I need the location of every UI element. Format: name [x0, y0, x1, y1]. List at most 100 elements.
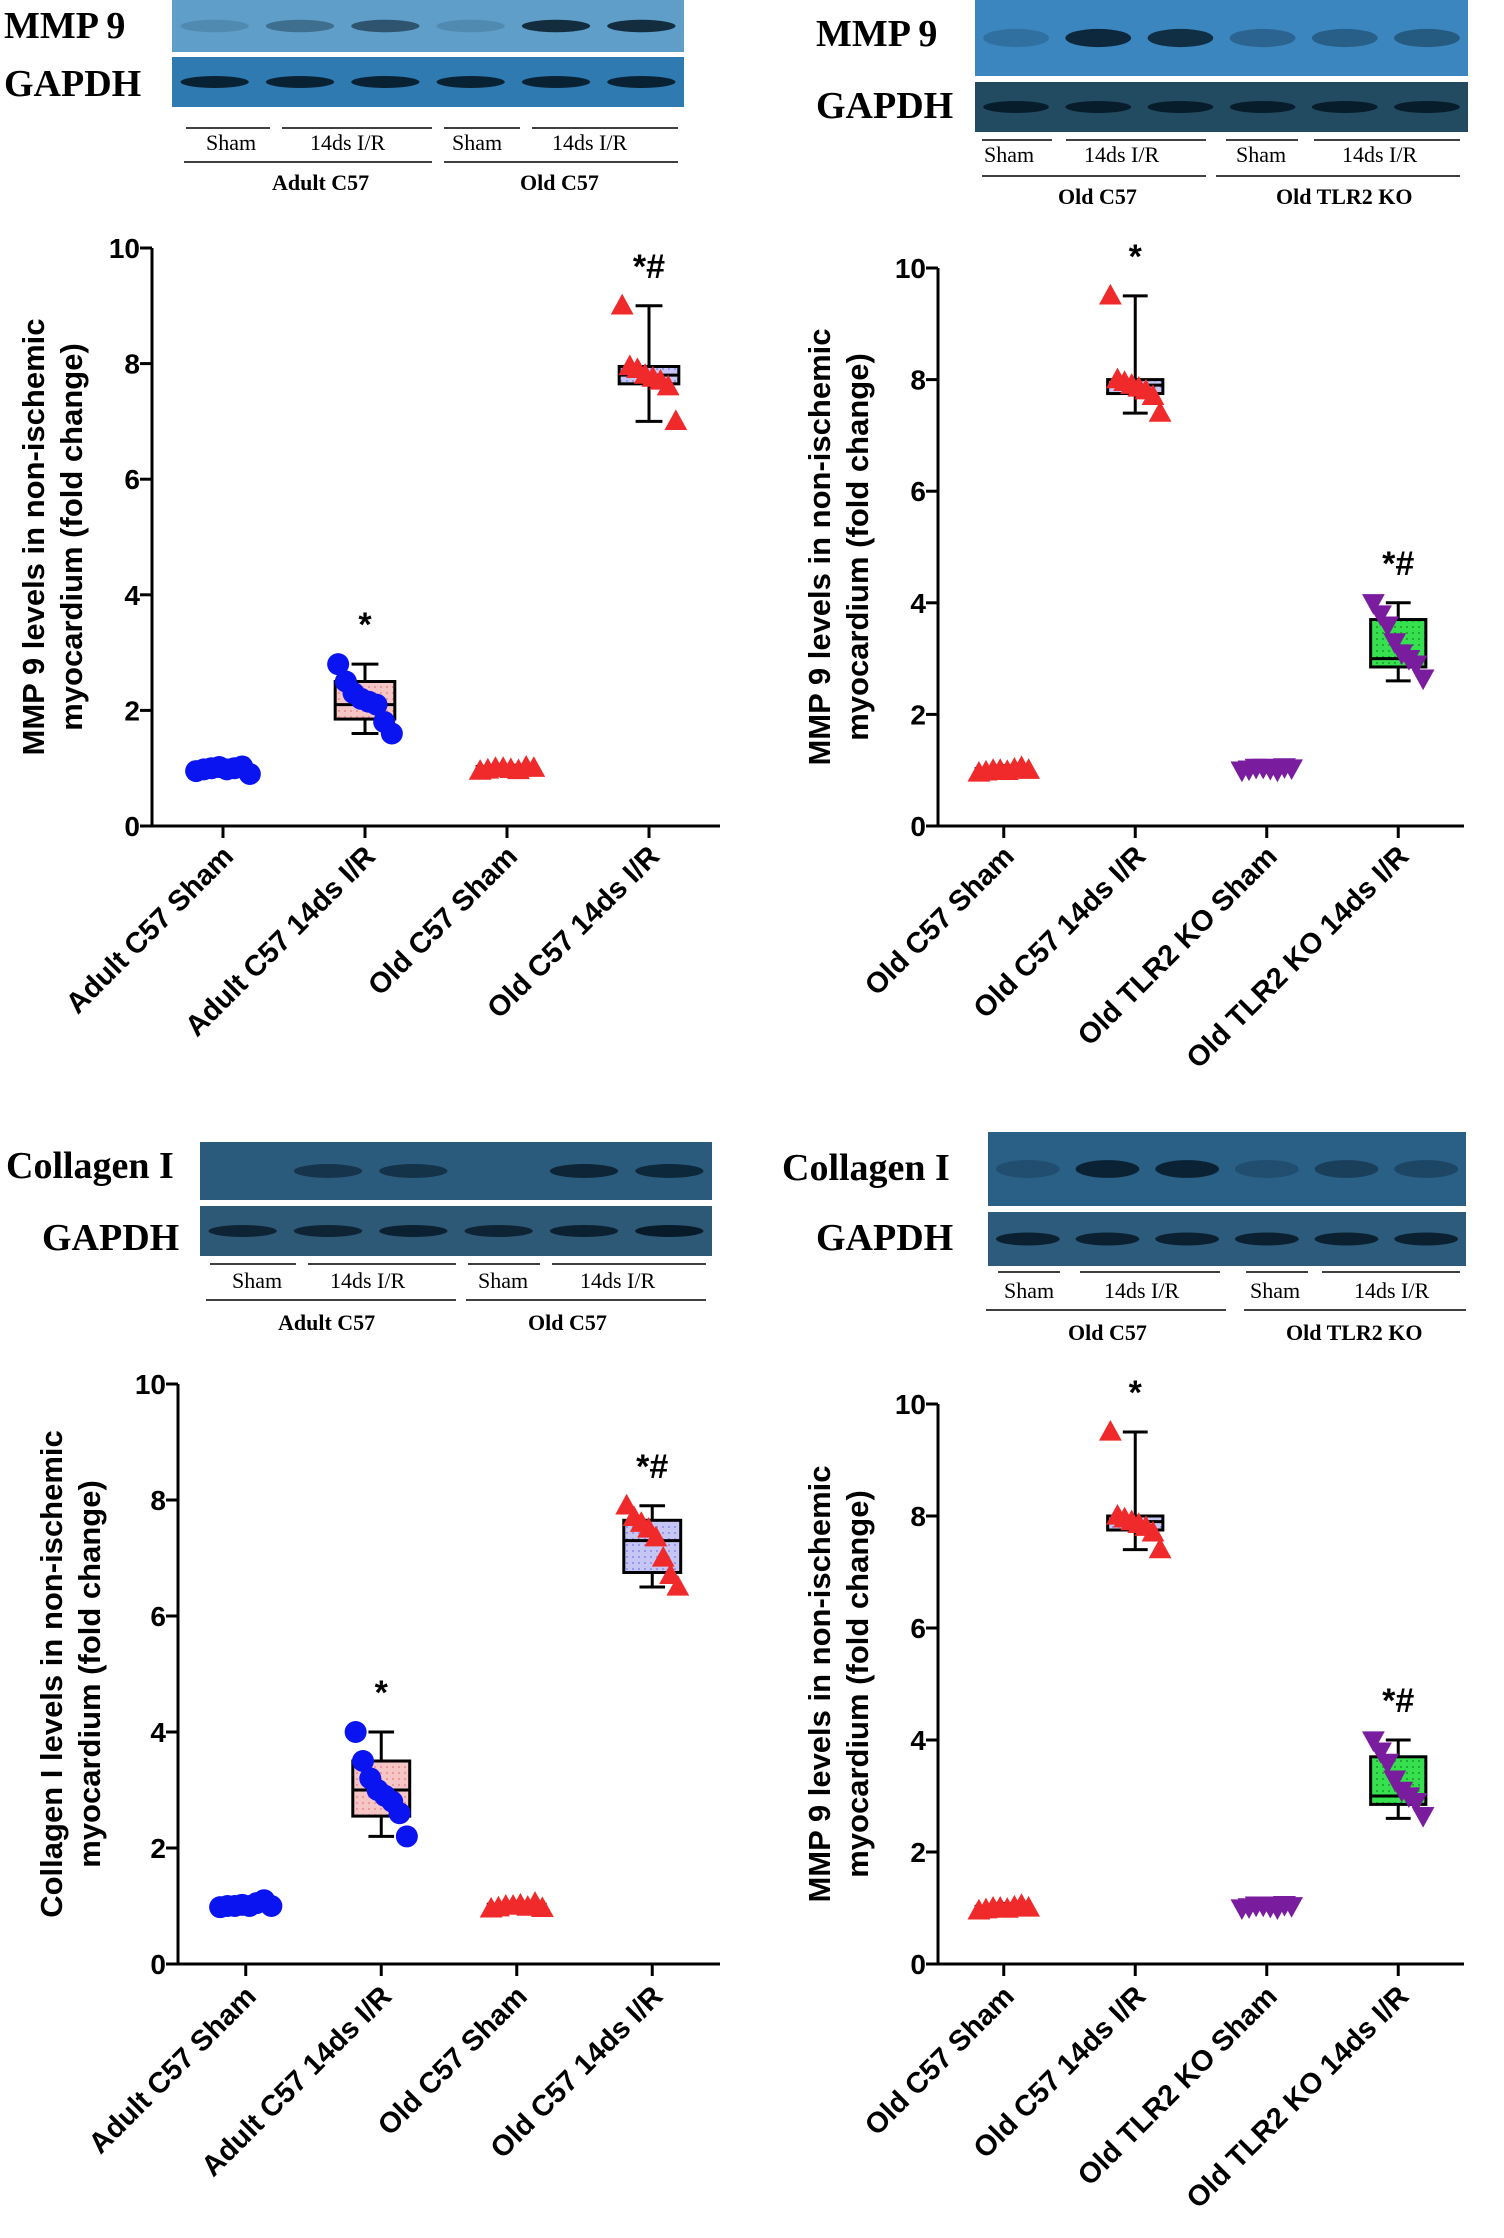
data-point [522, 756, 546, 777]
data-point [365, 693, 388, 716]
data-point [1376, 1753, 1399, 1775]
target-band [1155, 1160, 1220, 1178]
data-point [1361, 594, 1385, 615]
data-point [610, 293, 634, 315]
data-point [1148, 1537, 1172, 1559]
group-label: Old TLR2 KO [1286, 1320, 1423, 1345]
data-point [1369, 1742, 1392, 1764]
y-tick-label: 0 [910, 1949, 926, 1980]
data-point [1017, 758, 1041, 779]
series-group [615, 1493, 690, 1596]
target-band [293, 1164, 363, 1178]
data-point [351, 1750, 374, 1772]
group-label: Adult C57 [278, 1310, 375, 1335]
group-label: Old C57 [520, 170, 599, 195]
y-tick-label: 4 [910, 588, 926, 619]
data-point [1404, 655, 1428, 677]
y-tick-label: 2 [124, 695, 140, 726]
target-band [1311, 28, 1378, 48]
blot-loading-strip [988, 1212, 1466, 1266]
loading-band [1147, 101, 1214, 113]
data-point [1280, 1897, 1304, 1918]
y-tick-label: 6 [150, 1601, 166, 1632]
blot-loading-label: GAPDH [816, 85, 953, 127]
data-point [1141, 384, 1165, 405]
data-point [1383, 633, 1407, 654]
y-tick-label: 10 [135, 1369, 166, 1400]
loading-band [180, 76, 249, 88]
series-group [209, 1889, 283, 1919]
target-band [265, 19, 335, 33]
blot-panel-2: MMP 9 GAPDH Sham 14ds I/R Sham 14ds I/R … [816, 0, 1468, 209]
y-tick-label: 0 [910, 811, 926, 842]
series-group [468, 755, 546, 780]
significance-marker: * [358, 606, 372, 644]
data-point [664, 409, 688, 431]
boxplot-chart-1: 0 2 4 6 8 10 MMP 9 levels in non-ischemic myoca… [16, 233, 720, 1043]
y-axis-title: MMP 9 levels in non-ischemic [16, 318, 51, 755]
loading-band [1311, 101, 1378, 113]
series-group [479, 1891, 554, 1918]
y-tick-label: 8 [910, 1501, 926, 1532]
blot-target-label: Collagen I [6, 1145, 174, 1187]
target-band [1147, 28, 1214, 48]
lane-label: Sham [232, 1268, 282, 1293]
target-band [1234, 1160, 1299, 1178]
series-group [1098, 283, 1172, 422]
data-point [1404, 1792, 1428, 1814]
data-point [644, 1525, 668, 1547]
target-band [1314, 1160, 1379, 1178]
series-group [1361, 1731, 1435, 1828]
lane-label: 14ds I/R [1104, 1278, 1180, 1303]
lane-label: 14ds I/R [552, 130, 628, 155]
target-band [983, 28, 1049, 48]
target-band [1394, 28, 1460, 48]
lane-label: Sham [1004, 1278, 1054, 1303]
loading-band [635, 1225, 704, 1237]
blot-target-strip [200, 1142, 712, 1200]
lane-label: 14ds I/R [1084, 142, 1160, 167]
target-band [607, 19, 676, 33]
loading-band [1234, 1232, 1299, 1246]
x-category-label: Old TLR2 KO 14ds I/R [1181, 840, 1416, 1075]
data-point [1017, 1896, 1041, 1917]
blot-loading-strip [172, 57, 684, 107]
blot-target-strip [975, 0, 1468, 76]
significance-marker: * [1129, 238, 1143, 276]
lane-label: 14ds I/R [330, 1268, 406, 1293]
significance-marker: * [375, 1674, 389, 1712]
loading-band [293, 1225, 363, 1237]
y-axis-title: myocardium (fold change) [840, 353, 875, 741]
y-tick-label: 2 [150, 1833, 166, 1864]
y-axis-title: myocardium (fold change) [72, 1480, 107, 1868]
lane-label: Sham [478, 1268, 528, 1293]
boxplot-chart-2: 0 2 4 6 8 10 MMP 9 levels in non-ischemic myoca… [802, 238, 1464, 1075]
target-band [379, 1164, 448, 1178]
data-point [1148, 401, 1172, 422]
significance-marker: *# [1382, 1682, 1414, 1720]
data-point [1383, 1770, 1407, 1792]
data-point [380, 722, 403, 745]
data-point [1411, 1806, 1435, 1828]
group-label: Old C57 [528, 1310, 607, 1335]
series-group [610, 293, 688, 431]
loading-band [379, 1225, 448, 1237]
data-point [1369, 605, 1392, 626]
data-point [388, 1802, 411, 1825]
lane-label: 14ds I/R [1354, 1278, 1430, 1303]
blot-loading-label: GAPDH [816, 1217, 953, 1259]
group-label: Old C57 [1068, 1320, 1147, 1345]
loading-band [1065, 101, 1132, 113]
boxplot-chart-4: 0 2 4 6 8 10 MMP 9 levels in non-ischemic myoca… [802, 1374, 1464, 2215]
significance-marker: *# [633, 248, 665, 286]
series-group [967, 1893, 1041, 1920]
loading-band [208, 1225, 277, 1237]
lane-label: Sham [984, 142, 1034, 167]
lane-label: 14ds I/R [580, 1268, 656, 1293]
y-tick-label: 6 [910, 1613, 926, 1644]
blot-target-label: Collagen I [782, 1147, 950, 1189]
data-point [238, 762, 261, 785]
loading-band [1394, 101, 1460, 113]
data-point [1411, 669, 1435, 691]
